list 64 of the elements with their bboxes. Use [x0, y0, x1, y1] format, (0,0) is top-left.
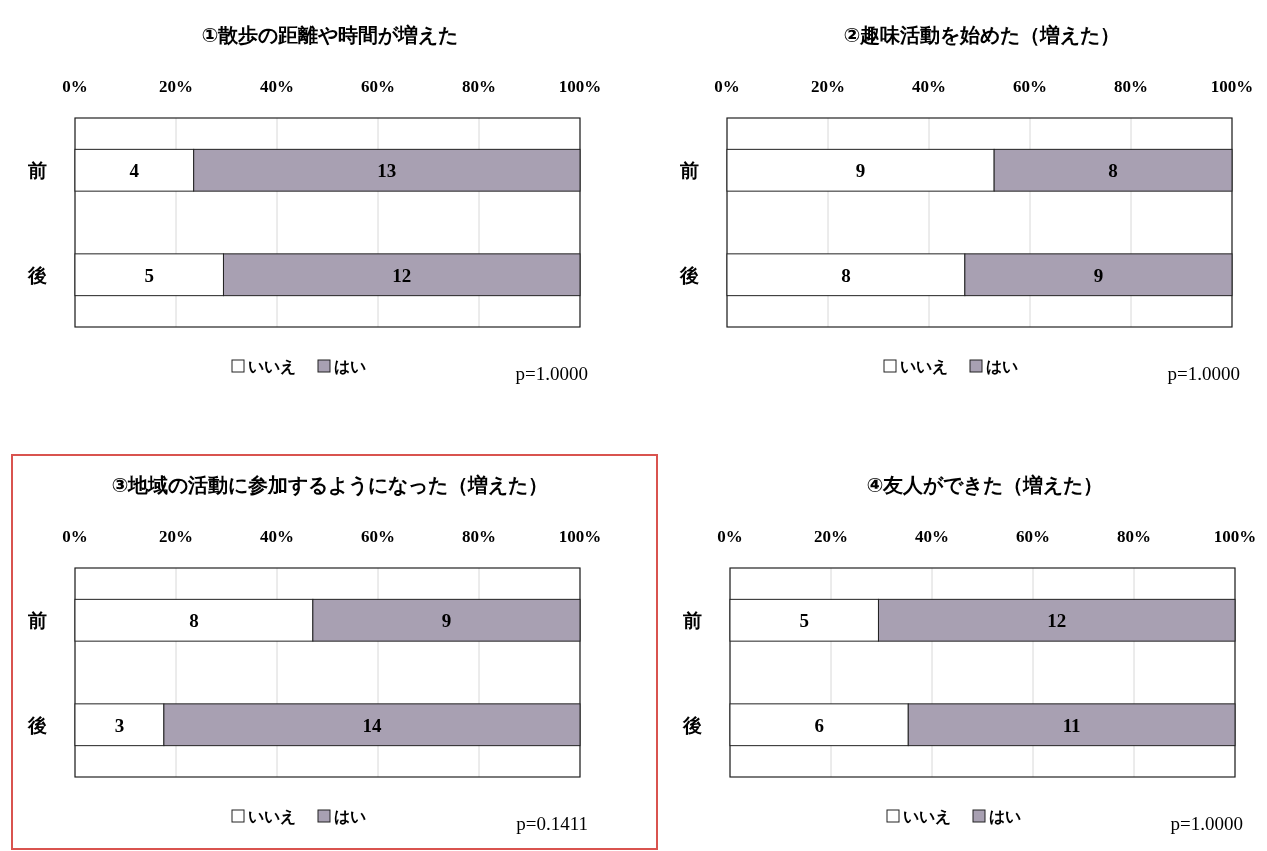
chart-title: ③地域の活動に参加するようになった（増えた） — [111, 473, 549, 497]
legend-label: はい — [334, 807, 366, 826]
y-tick-label: 後 — [678, 263, 699, 286]
x-tick-label: 20% — [811, 77, 845, 96]
y-tick-label: 前 — [26, 609, 47, 632]
chart-title: ④友人ができた（増えた） — [866, 473, 1104, 497]
annotation: 11 — [1062, 714, 1081, 736]
x-tick-label: 40% — [260, 77, 294, 96]
x-tick-label: 80% — [462, 527, 496, 546]
x-tick-label: 0% — [717, 527, 743, 546]
annotation: 9 — [1093, 264, 1104, 286]
text: p=1.0000 — [1170, 813, 1243, 834]
annotation: 14 — [362, 714, 382, 736]
legend-label: はい — [334, 357, 366, 376]
text: p=1.0000 — [1167, 363, 1240, 384]
annotation: 3 — [114, 714, 125, 736]
annotation: 12 — [1047, 610, 1067, 632]
annotation: 6 — [814, 714, 824, 736]
x-tick-label: 100% — [558, 77, 602, 96]
y-tick-label: 前 — [678, 159, 699, 182]
legend-label: はい — [989, 807, 1021, 826]
x-tick-label: 0% — [62, 77, 88, 96]
x-tick-label: 100% — [558, 527, 602, 546]
x-tick-label: 100% — [1213, 527, 1257, 546]
y-tick-label: 前 — [681, 609, 702, 632]
legend-label: はい — [986, 357, 1018, 376]
x-tick-label: 60% — [361, 527, 395, 546]
text: p=0.1411 — [516, 813, 588, 834]
x-tick-label: 60% — [1016, 527, 1050, 546]
annotation: 12 — [392, 264, 412, 286]
x-tick-label: 60% — [1013, 77, 1047, 96]
annotation: 9 — [441, 610, 452, 632]
annotation: 8 — [189, 610, 199, 632]
x-tick-label: 100% — [1210, 77, 1254, 96]
x-tick-label: 0% — [62, 527, 88, 546]
chart-title: ①散歩の距離や時間が増えた — [201, 23, 459, 47]
x-tick-label: 80% — [1117, 527, 1151, 546]
x-tick-label: 80% — [462, 77, 496, 96]
legend-label: いいえ — [248, 357, 296, 376]
annotation: 4 — [129, 160, 140, 182]
x-tick-label: 40% — [915, 527, 949, 546]
x-tick-label: 80% — [1114, 77, 1148, 96]
x-tick-label: 20% — [159, 77, 193, 96]
legend-label: いいえ — [903, 807, 951, 826]
text: p=1.0000 — [515, 363, 588, 384]
annotation: 5 — [144, 264, 154, 286]
legend-label: いいえ — [248, 807, 296, 826]
annotation: 13 — [377, 160, 397, 182]
legend-label: いいえ — [900, 357, 948, 376]
annotation: 9 — [855, 160, 866, 182]
annotation: 8 — [841, 264, 851, 286]
annotation: 5 — [799, 610, 809, 632]
y-tick-label: 後 — [26, 263, 47, 286]
chart-title: ②趣味活動を始めた（増えた） — [843, 23, 1121, 47]
annotation: 8 — [1108, 160, 1118, 182]
x-tick-label: 60% — [361, 77, 395, 96]
x-tick-label: 20% — [814, 527, 848, 546]
y-tick-label: 後 — [26, 713, 47, 736]
x-tick-label: 40% — [260, 527, 294, 546]
x-tick-label: 40% — [912, 77, 946, 96]
x-tick-label: 20% — [159, 527, 193, 546]
y-tick-label: 前 — [26, 159, 47, 182]
x-tick-label: 0% — [714, 77, 740, 96]
y-tick-label: 後 — [681, 713, 702, 736]
